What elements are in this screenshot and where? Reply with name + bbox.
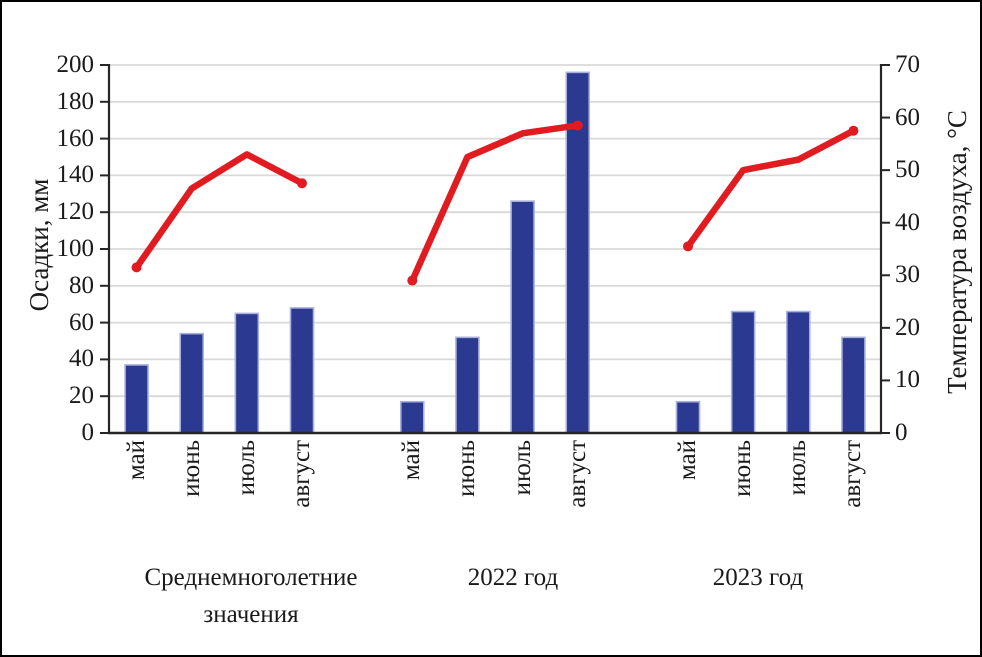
temperature-endpoint-g1	[407, 275, 418, 286]
temperature-endpoint-g0	[297, 178, 307, 189]
group-label-2022: 2022 год	[467, 564, 559, 591]
temperature-line-g2	[684, 127, 857, 250]
group-label-average: Среднемноголетние значения	[145, 559, 358, 633]
right-axis-tick-label: 10	[895, 366, 920, 394]
precipitation-bar-g2-m0	[675, 400, 701, 434]
left-axis-tick-label: 200	[56, 51, 95, 78]
temperature-line-g0	[133, 151, 306, 271]
left-axis-tick-label: 100	[56, 235, 95, 262]
right-axis-tick-label: 40	[895, 208, 920, 236]
left-axis-tick-label: 80	[69, 271, 94, 299]
right-axis-tick-label: 50	[895, 156, 920, 184]
left-axis-tick-label: 180	[56, 87, 95, 115]
group-label-average-line2: значения	[203, 601, 299, 628]
group-label-2023: 2023 год	[712, 564, 804, 591]
precipitation-bar-g1-m2	[510, 200, 535, 434]
left-axis-tick-label: 160	[56, 124, 95, 152]
right-axis-tick-label: 70	[895, 51, 920, 78]
temperature-endpoint-g2	[683, 241, 693, 252]
left-axis-tick-label: 0	[81, 419, 95, 446]
precipitation-bar-g1-m0	[399, 400, 425, 434]
precipitation-bar-g0-m1	[179, 332, 205, 434]
month-label-g1-m0: май	[398, 440, 426, 481]
month-label-g2-m0: май	[674, 440, 701, 481]
left-axis-tick-label: 120	[56, 198, 95, 226]
temperature-endpoint-g2	[848, 125, 859, 136]
precipitation-bar-g2-m3	[841, 336, 866, 434]
month-label-g2-m3: август	[839, 440, 867, 508]
right-axis-tick-label: 60	[895, 103, 920, 131]
month-label-g2-m1: июнь	[729, 440, 757, 497]
group-label-average-line1: Среднемноголетние	[144, 564, 358, 591]
month-label-g0-m2: июль	[232, 440, 260, 496]
right-axis-tick-label: 0	[895, 419, 908, 446]
month-label-g1-m2: июль	[508, 440, 536, 496]
month-label-g0-m1: июнь	[177, 440, 205, 497]
month-label-g1-m3: август	[563, 440, 591, 508]
precipitation-bar-g2-m2	[785, 310, 811, 434]
precipitation-bar-g0-m0	[124, 364, 149, 434]
left-axis-title: Осадки, мм	[24, 178, 54, 312]
temperature-line-g1	[409, 122, 581, 284]
right-axis-title: Температура воздуха, °C	[942, 110, 972, 394]
right-axis-tick-label: 20	[895, 313, 920, 341]
right-axis-tick-label: 30	[895, 261, 920, 289]
precipitation-bar-g2-m1	[730, 310, 756, 434]
left-axis-tick-label: 40	[69, 345, 94, 373]
month-label-g0-m3: август	[288, 440, 315, 508]
month-label-g1-m1: июнь	[453, 440, 481, 497]
month-label-g0-m0: май	[122, 440, 150, 481]
precipitation-bar-g0-m3	[289, 307, 315, 434]
month-label-g2-m2: июль	[784, 440, 812, 496]
temperature-endpoint-g0	[131, 262, 142, 273]
left-axis-tick-label: 20	[69, 382, 94, 410]
left-axis-tick-label: 140	[56, 161, 95, 189]
precipitation-bar-g1-m1	[455, 336, 480, 434]
left-axis-tick-label: 60	[69, 308, 94, 336]
temperature-endpoint-g1	[572, 120, 583, 131]
precipitation-bar-g0-m2	[234, 312, 260, 434]
